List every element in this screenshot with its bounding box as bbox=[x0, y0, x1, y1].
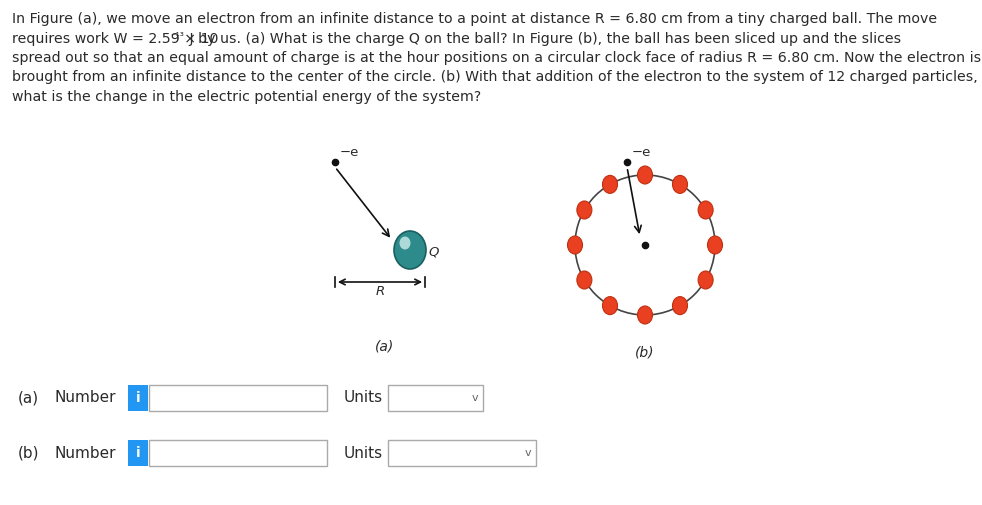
FancyBboxPatch shape bbox=[149, 440, 327, 466]
Text: J by us. (a) What is the charge Q on the ball? In Figure (b), the ball has been : J by us. (a) What is the charge Q on the… bbox=[185, 31, 901, 45]
Ellipse shape bbox=[603, 175, 618, 193]
Ellipse shape bbox=[698, 271, 713, 289]
Text: Number: Number bbox=[55, 390, 117, 406]
Ellipse shape bbox=[698, 201, 713, 219]
Ellipse shape bbox=[394, 231, 426, 269]
Text: i: i bbox=[136, 391, 140, 405]
Ellipse shape bbox=[637, 166, 652, 184]
Text: −e: −e bbox=[340, 146, 359, 159]
Text: requires work W = 2.59 × 10: requires work W = 2.59 × 10 bbox=[12, 31, 218, 45]
Text: (b): (b) bbox=[18, 445, 39, 461]
Text: brought from an infinite distance to the center of the circle. (b) With that add: brought from an infinite distance to the… bbox=[12, 71, 978, 84]
Ellipse shape bbox=[400, 236, 410, 249]
Text: (a): (a) bbox=[375, 340, 395, 354]
Text: (b): (b) bbox=[635, 345, 655, 359]
Text: Number: Number bbox=[55, 445, 117, 461]
Text: v: v bbox=[471, 393, 478, 403]
Text: Q: Q bbox=[428, 245, 438, 259]
Ellipse shape bbox=[568, 236, 582, 254]
Text: Units: Units bbox=[344, 445, 383, 461]
FancyBboxPatch shape bbox=[149, 385, 327, 411]
Ellipse shape bbox=[673, 296, 687, 315]
Text: Units: Units bbox=[344, 390, 383, 406]
FancyBboxPatch shape bbox=[388, 385, 483, 411]
Text: R: R bbox=[375, 285, 385, 298]
Ellipse shape bbox=[637, 306, 652, 324]
Text: (a): (a) bbox=[18, 390, 39, 406]
Ellipse shape bbox=[576, 271, 592, 289]
Text: In Figure (a), we move an electron from an infinite distance to a point at dista: In Figure (a), we move an electron from … bbox=[12, 12, 937, 26]
Ellipse shape bbox=[603, 296, 618, 315]
FancyBboxPatch shape bbox=[128, 385, 148, 411]
Ellipse shape bbox=[673, 175, 687, 193]
Text: spread out so that an equal amount of charge is at the hour positions on a circu: spread out so that an equal amount of ch… bbox=[12, 51, 981, 65]
FancyBboxPatch shape bbox=[128, 440, 148, 466]
Text: ⁻¹³: ⁻¹³ bbox=[170, 32, 184, 42]
Text: i: i bbox=[136, 446, 140, 460]
Ellipse shape bbox=[707, 236, 723, 254]
Text: −e: −e bbox=[632, 146, 651, 159]
Text: what is the change in the electric potential energy of the system?: what is the change in the electric poten… bbox=[12, 90, 481, 104]
Text: v: v bbox=[524, 448, 531, 458]
Ellipse shape bbox=[576, 201, 592, 219]
FancyBboxPatch shape bbox=[388, 440, 536, 466]
